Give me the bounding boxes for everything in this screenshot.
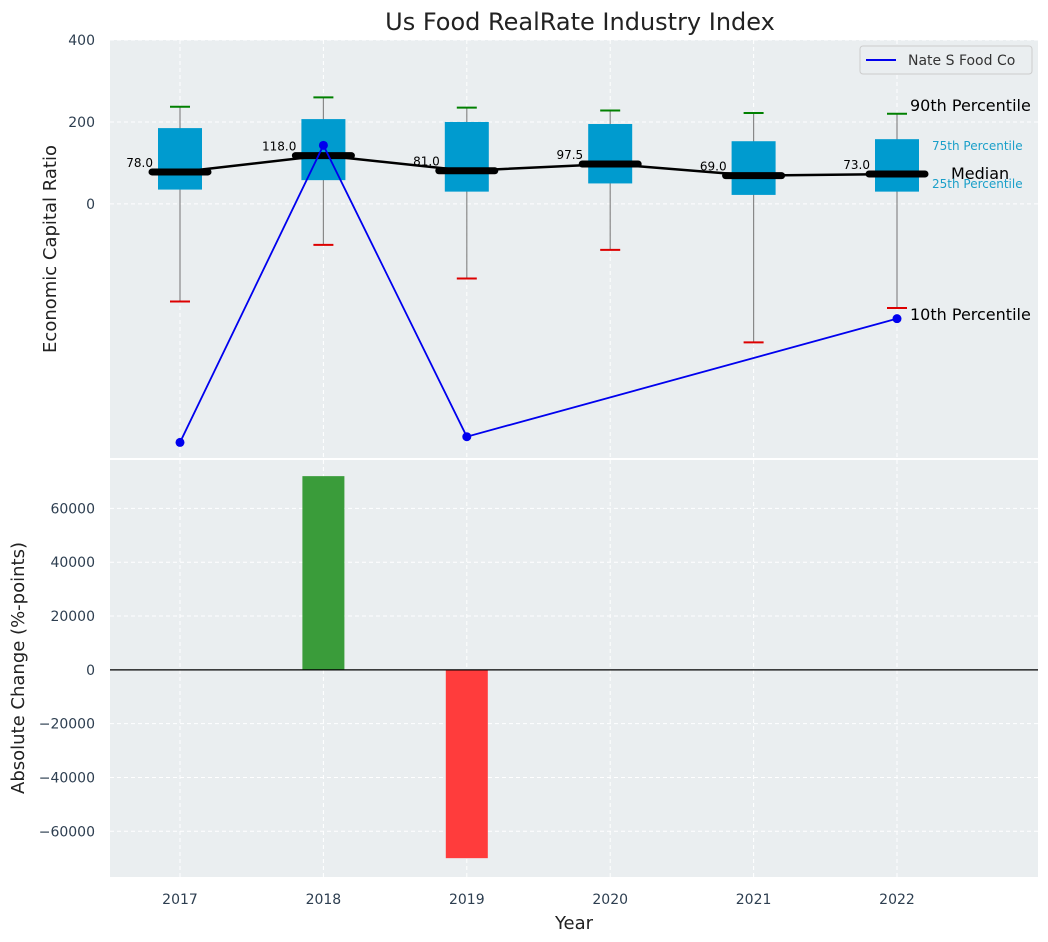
x-axis-label: Year [554,913,594,934]
bar-group [302,476,488,859]
top-y-tick-label: 0 [86,197,95,213]
median-value-label: 78.0 [126,156,153,170]
bottom-y-axis-label: Absolute Change (%-points) [8,542,29,794]
company-series-point [175,437,185,447]
median-trend-line [179,154,898,177]
bottom-y-tick-label: −40000 [39,770,95,786]
x-tick-label: 2022 [879,892,915,908]
median-value-label: 97.5 [556,148,583,162]
annotation-10th: 10th Percentile [910,305,1031,324]
iqr-box [158,128,202,190]
bottom-y-tick-label: 0 [86,663,95,679]
x-tick-label: 2019 [449,892,485,908]
annotation-90th: 90th Percentile [910,96,1031,115]
company-series-point [318,140,328,150]
bottom-y-tick-label: −60000 [39,824,95,840]
company-series-line [179,143,898,443]
legend-box [859,45,1033,75]
top-y-tick-label: 200 [68,115,95,131]
median-trend-group [179,154,898,177]
top-plot-area [110,40,1038,458]
x-ticks: 2017 2018 2019 2020 2021 2022 [162,892,915,908]
iqr-box [731,141,776,195]
annotation-25th: 25th Percentile [932,177,1023,191]
chart-title: Us Food RealRate Industry Index [385,8,775,36]
bottom-y-tick-label: 60000 [50,501,95,517]
bottom-y-ticks: −60000 −40000 −20000 0 20000 40000 60000 [39,501,95,840]
bottom-y-tick-label: 20000 [50,609,95,625]
top-y-ticks: 0 200 400 [68,33,95,213]
x-tick-label: 2018 [306,892,342,908]
top-grid [110,39,1038,458]
change-bar [445,669,488,859]
x-tick-label: 2021 [736,892,772,908]
percentile-annotations: 90th Percentile 75th Percentile Median25th… [910,96,1031,324]
legend-entry-label: Nate S Food Co [908,53,1015,69]
company-series-point [462,432,472,442]
bottom-y-tick-label: −20000 [39,717,95,733]
company-series-point [892,314,902,324]
iqr-box [444,121,489,192]
top-y-tick-label: 400 [68,33,95,49]
change-bar [302,476,345,670]
median-value-label: 118.0 [262,140,296,154]
bottom-y-tick-label: 40000 [50,555,95,571]
iqr-box [588,124,633,184]
median-value-label: 69.0 [700,160,727,174]
x-tick-label: 2017 [162,892,198,908]
top-y-axis-label: Economic Capital Ratio [40,145,61,353]
company-series-group [175,140,902,447]
annotation-75th: 75th Percentile [932,139,1023,153]
bottom-plot-area [110,460,1038,877]
iqr-box [875,139,919,192]
annotation-median: Median [951,164,1009,183]
x-tick-label: 2020 [592,892,628,908]
legend: Nate S Food Co [859,45,1033,75]
median-value-label: 73.0 [843,158,870,172]
